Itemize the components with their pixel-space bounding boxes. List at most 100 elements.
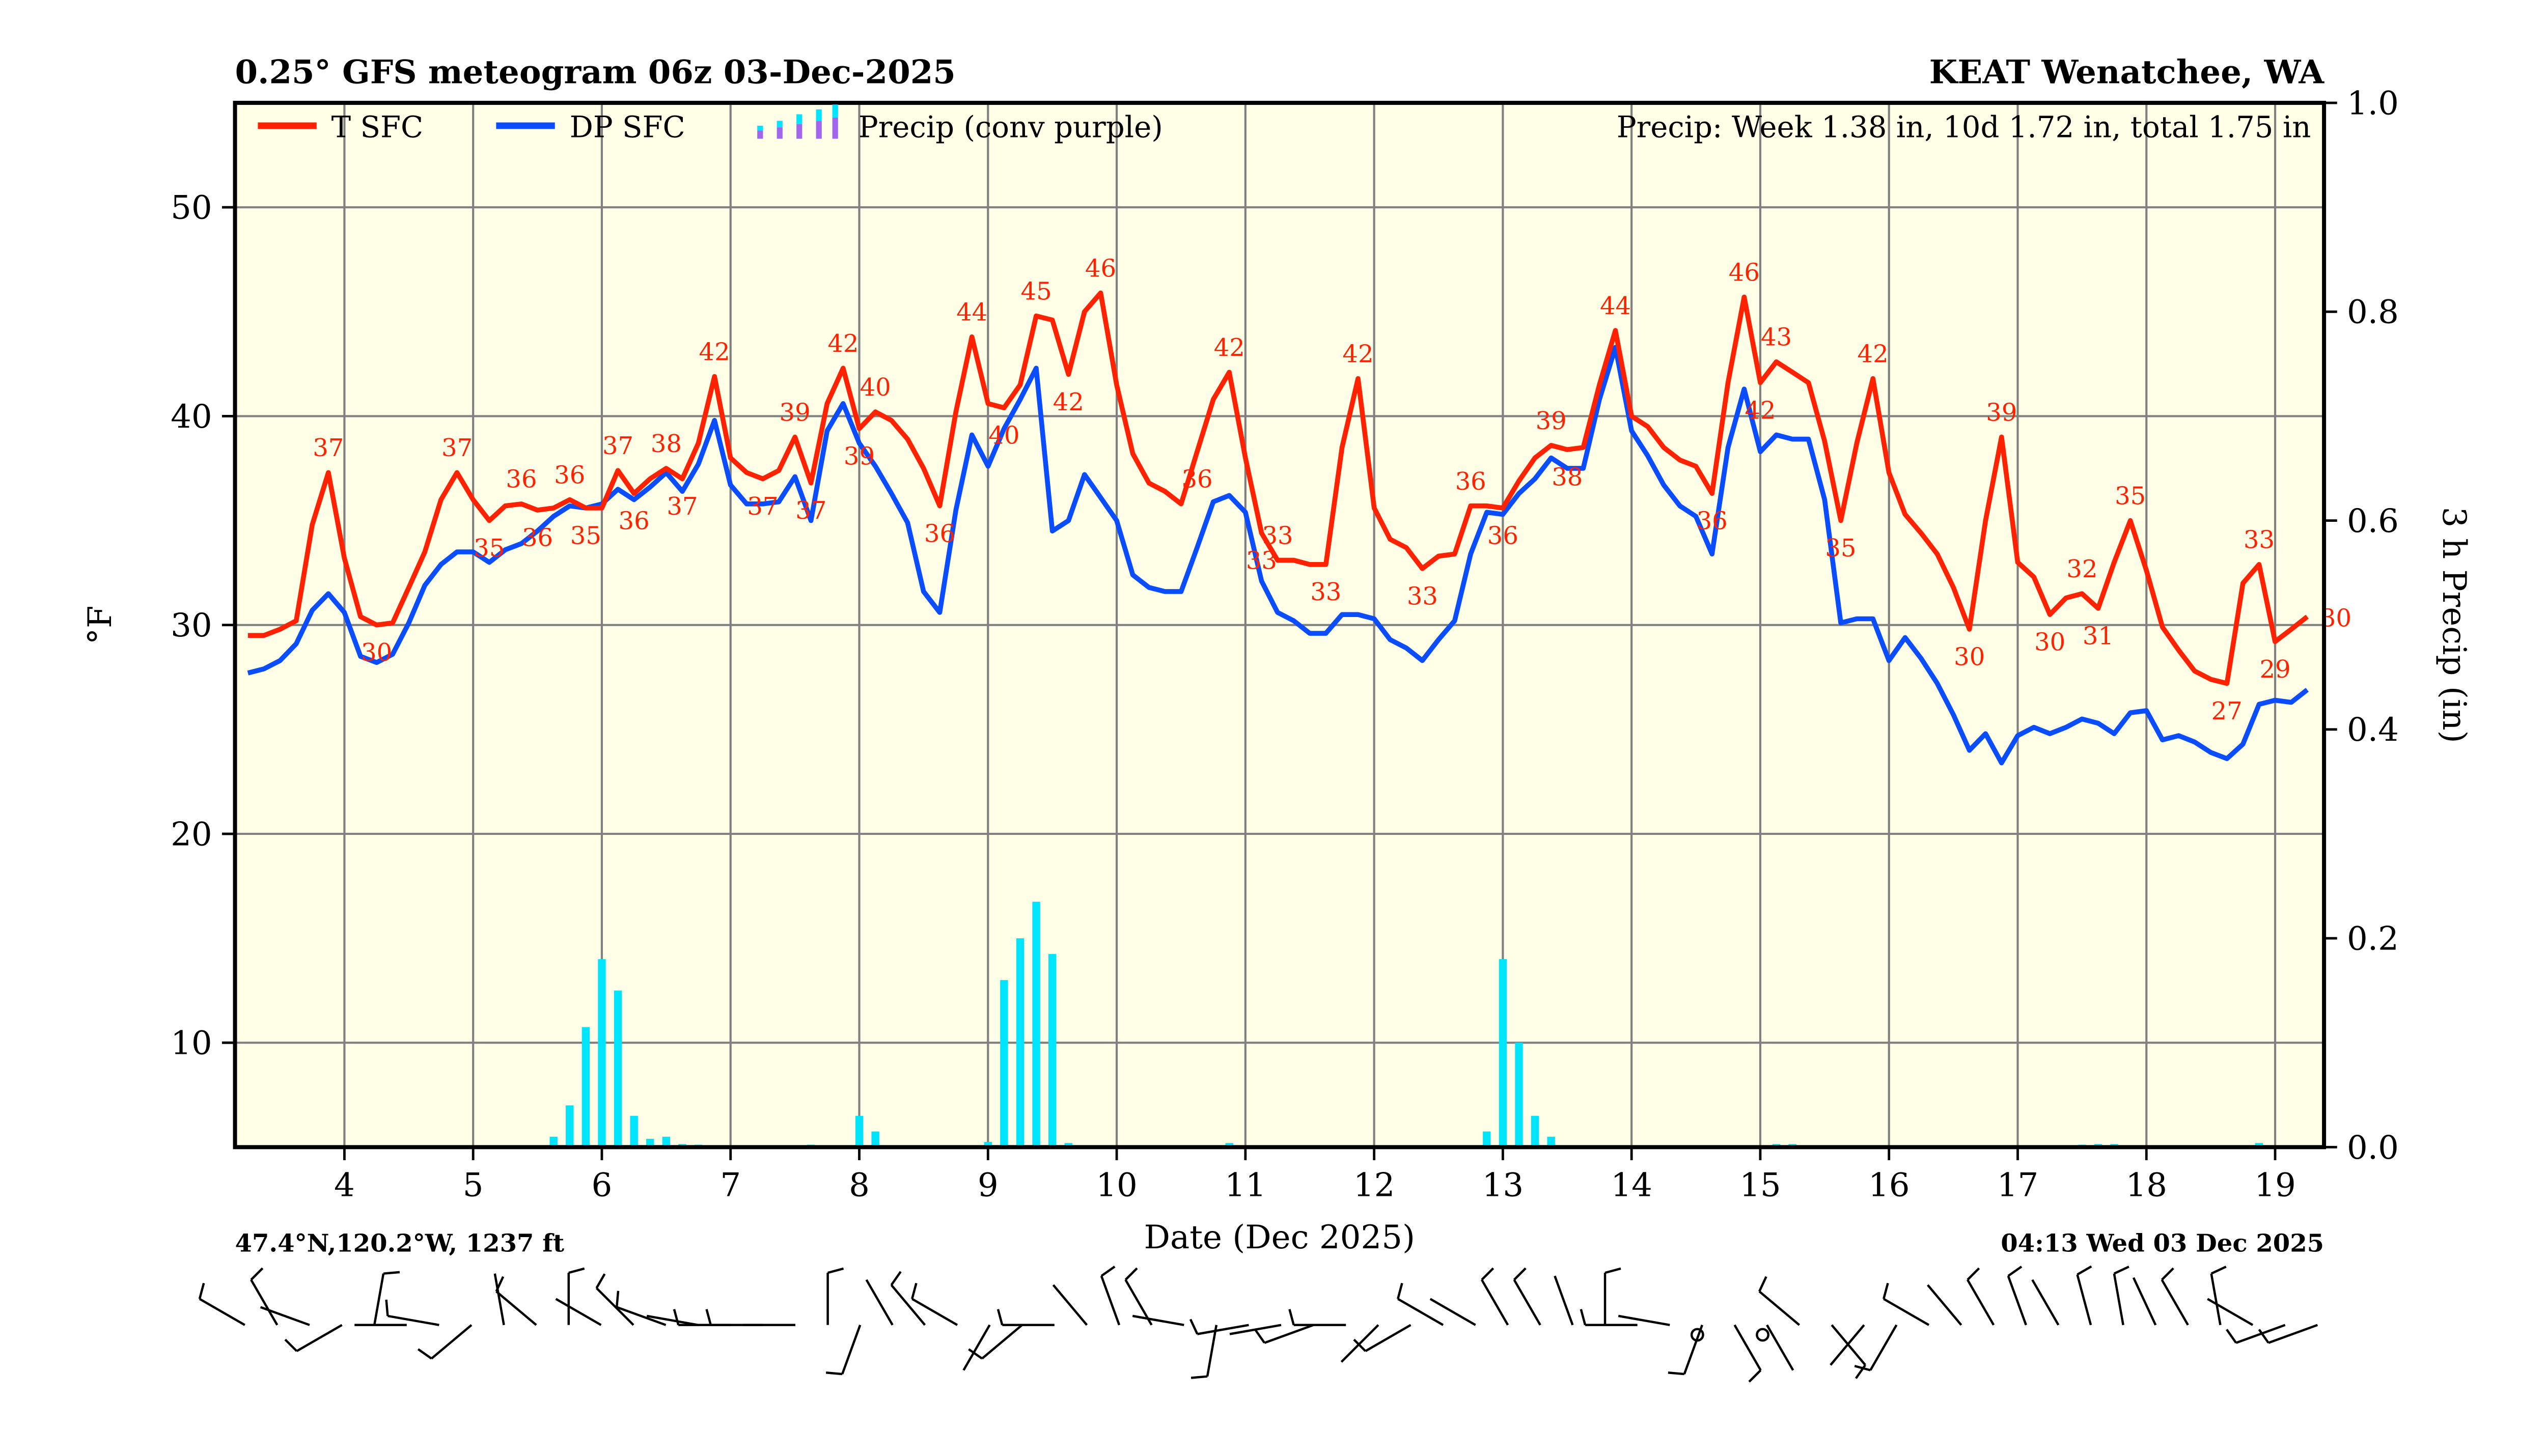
wind-barb-flag — [1967, 1267, 1980, 1281]
temperature-label: 35 — [1825, 534, 1856, 563]
wind-barb — [1397, 1282, 1444, 1326]
wind-barb — [1883, 1282, 1930, 1326]
wind-barb — [1340, 1324, 1379, 1363]
wind-barb-staff — [1883, 1298, 1930, 1326]
wind-barb-flag — [1668, 1371, 1684, 1376]
wind-barb-flag — [1353, 1338, 1367, 1352]
wind-barb-staff — [1766, 1324, 1794, 1371]
wind-barb — [493, 1273, 505, 1326]
wind-barb-staff — [1429, 1298, 1476, 1326]
wind-barb-staff — [1927, 1284, 1962, 1326]
wind-barb — [2226, 1324, 2286, 1344]
wind-barb-staff — [1132, 1314, 1184, 1326]
wind-barb-flag — [495, 1276, 505, 1292]
legend-label-dewpoint: DP SFC — [570, 109, 685, 144]
wind-barb — [555, 1298, 602, 1326]
wind-barb-flag — [827, 1267, 844, 1274]
wind-barb-staff — [616, 1306, 667, 1326]
wind-barb — [1830, 1324, 1865, 1366]
wind-barb — [284, 1324, 343, 1352]
wind-barb — [2207, 1298, 2254, 1326]
precip-bar — [598, 959, 606, 1147]
temperature-label: 39 — [844, 442, 875, 471]
wind-barb — [567, 1267, 585, 1325]
wind-barb-staff — [1554, 1275, 1574, 1326]
wind-barb — [1254, 1324, 1314, 1344]
y-axis-left: 10 20 30 40 50 — [171, 189, 235, 1062]
precip-bar — [1547, 1136, 1555, 1147]
temperature-label: 36 — [619, 507, 650, 536]
wind-barb — [417, 1324, 473, 1360]
temperature-label: 30 — [2034, 628, 2065, 657]
wind-barb — [2210, 1266, 2227, 1326]
temperature-label: 36 — [924, 519, 955, 548]
temperature-label: 36 — [1455, 467, 1486, 496]
temperature-label: 44 — [956, 298, 987, 326]
temperature-label: 44 — [1600, 292, 1631, 320]
wind-barb-staff — [387, 1314, 439, 1326]
temperature-line — [247, 290, 2309, 686]
precip-bar — [871, 1131, 879, 1147]
wind-barb-flag — [2113, 1266, 2129, 1275]
wind-barb — [1618, 1314, 1670, 1326]
wind-barb-flag — [1854, 1365, 1871, 1371]
y2-tick-label: 0.8 — [2347, 294, 2399, 331]
wind-barb-staff — [495, 1291, 537, 1326]
wind-barb — [826, 1267, 844, 1325]
temperature-label: 40 — [860, 373, 891, 402]
temperature-label: 39 — [1536, 407, 1567, 435]
temperature-label: 36 — [1487, 521, 1518, 550]
wind-barb-staff — [2268, 1324, 2318, 1344]
temperature-label: 42 — [827, 329, 859, 358]
wind-barb-staff — [1206, 1325, 1218, 1377]
wind-barb-flag — [1397, 1282, 1403, 1299]
wind-barb-staff — [981, 1324, 1023, 1360]
wind-barb-staff — [646, 1314, 699, 1326]
wind-barb-staff — [2210, 1273, 2222, 1326]
precip-bar — [1499, 959, 1507, 1147]
wind-barb-staff — [1340, 1324, 1379, 1363]
precip-bars — [549, 902, 2263, 1147]
wind-barb-flag — [2210, 1266, 2227, 1275]
temperature-label: 46 — [1729, 259, 1760, 287]
precip-bar — [566, 1105, 574, 1147]
precip-bar — [1000, 980, 1008, 1147]
wind-barb-flag — [383, 1271, 400, 1275]
wind-barb-flag — [997, 1309, 1004, 1326]
temperature-label: 37 — [602, 432, 633, 460]
temperature-label: 37 — [795, 496, 826, 525]
y2-tick-label: 1.0 — [2347, 85, 2399, 122]
precip-bar — [1483, 1131, 1491, 1147]
wind-barb — [495, 1276, 537, 1326]
wind-barb-staff — [1967, 1279, 1995, 1326]
wind-barb — [1191, 1325, 1218, 1379]
wind-barb-flag — [968, 1348, 983, 1360]
wind-barb-flag — [890, 1271, 902, 1286]
wind-barb — [2076, 1265, 2092, 1326]
station-name: KEAT Wenatchee, WA — [1929, 53, 2325, 92]
x-axis-label: Date (Dec 2025) — [1144, 1219, 1415, 1256]
wind-barb — [1733, 1324, 1762, 1383]
temperature-label: 42 — [1214, 333, 1245, 362]
wind-barb — [385, 1299, 439, 1326]
legend-label-temperature: T SFC — [331, 109, 424, 144]
temperature-label: 36 — [1697, 507, 1728, 536]
wind-barb-staff — [1481, 1279, 1509, 1326]
temperature-label: 39 — [780, 398, 811, 427]
precip-bar — [630, 1115, 638, 1147]
legend: T SFC DP SFC Precip (conv purple) Precip… — [258, 104, 2311, 144]
wind-barb — [595, 1273, 634, 1326]
precip-bar — [582, 1027, 590, 1147]
wind-barb-staff — [2076, 1274, 2092, 1326]
legend-swatch-precip-icon — [757, 104, 838, 139]
wind-barb-staff — [296, 1324, 343, 1352]
wind-barb-staff — [1683, 1324, 1703, 1375]
wind-barb-staff — [1397, 1298, 1444, 1326]
wind-barb-flag — [250, 1267, 264, 1281]
wind-barb — [1668, 1324, 1703, 1376]
x-tick-label: 11 — [1225, 1166, 1266, 1204]
temperature-label: 31 — [2083, 622, 2114, 650]
wind-barb — [1288, 1309, 1346, 1326]
wind-barb-staff — [1052, 1284, 1088, 1326]
